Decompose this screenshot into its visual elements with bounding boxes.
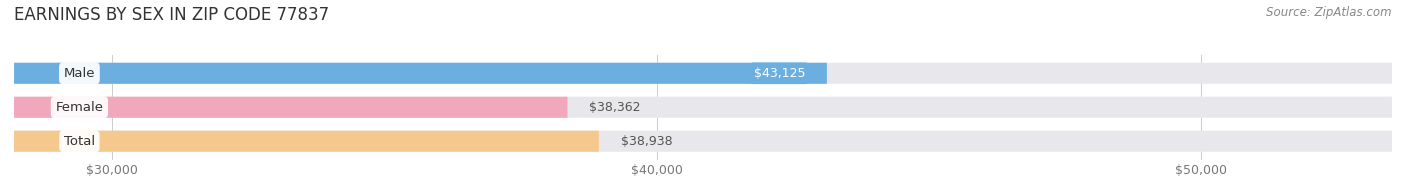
FancyBboxPatch shape xyxy=(14,131,1392,152)
FancyBboxPatch shape xyxy=(14,63,827,84)
FancyBboxPatch shape xyxy=(14,131,599,152)
Text: Male: Male xyxy=(63,67,96,80)
Text: $38,362: $38,362 xyxy=(589,101,641,114)
Text: $38,938: $38,938 xyxy=(620,135,672,148)
FancyBboxPatch shape xyxy=(14,63,1392,84)
FancyBboxPatch shape xyxy=(14,97,1392,118)
Text: Female: Female xyxy=(55,101,104,114)
Text: Source: ZipAtlas.com: Source: ZipAtlas.com xyxy=(1267,6,1392,19)
Text: Total: Total xyxy=(63,135,96,148)
FancyBboxPatch shape xyxy=(14,97,568,118)
Text: $43,125: $43,125 xyxy=(754,67,806,80)
Text: EARNINGS BY SEX IN ZIP CODE 77837: EARNINGS BY SEX IN ZIP CODE 77837 xyxy=(14,6,329,24)
